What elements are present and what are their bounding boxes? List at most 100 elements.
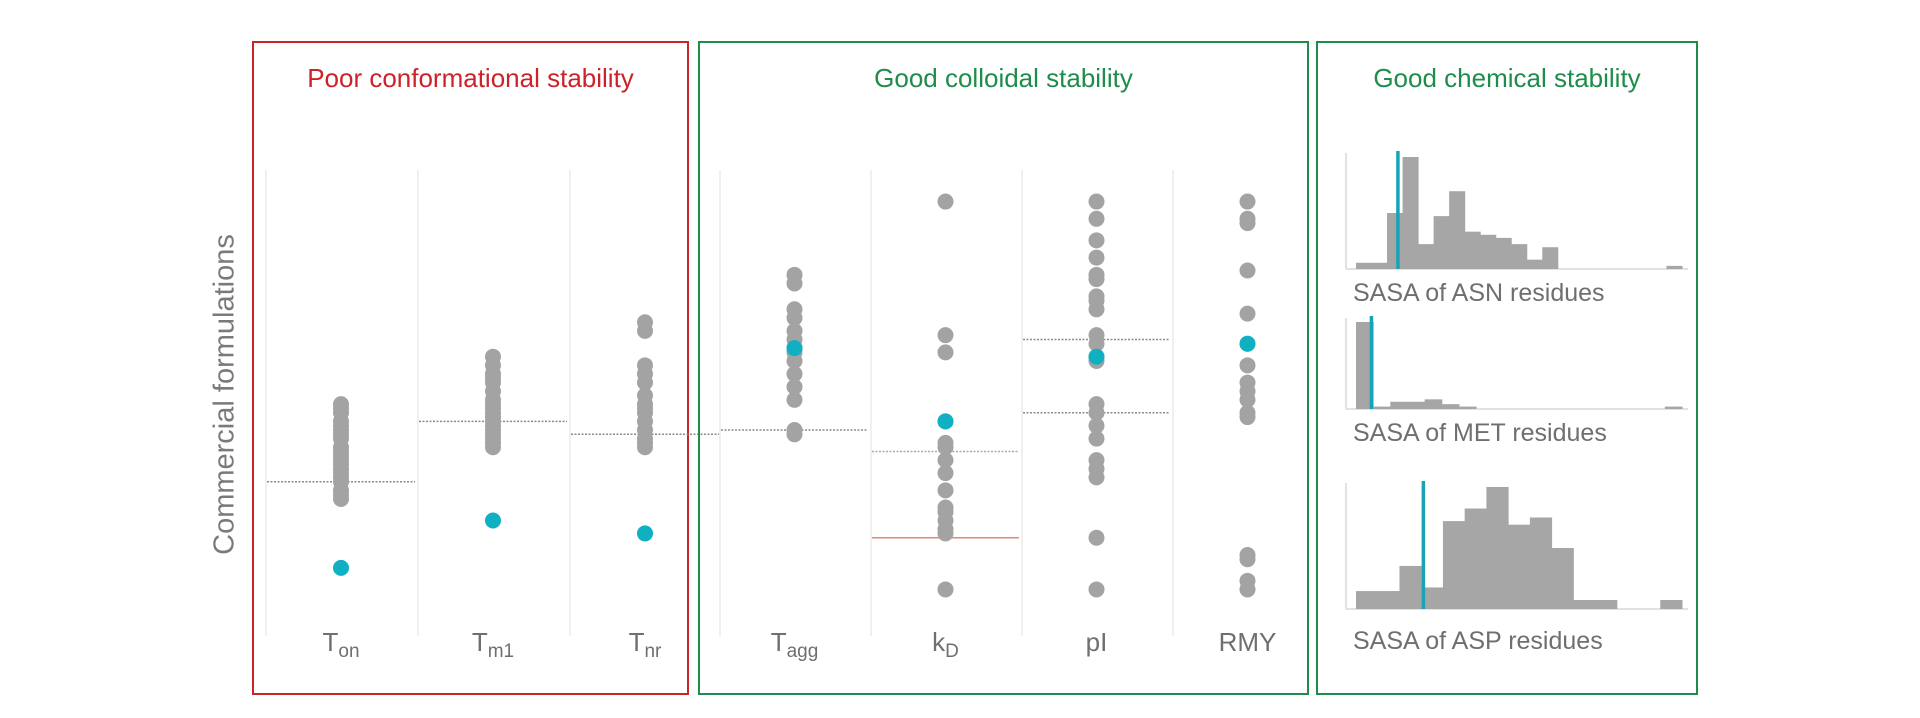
- data-point: [1088, 404, 1105, 421]
- data-point: [1239, 581, 1256, 598]
- colloidal-strip-plots: Tagg kD pI RMY: [719, 170, 1277, 662]
- data-point: [1088, 417, 1105, 434]
- data-point: [937, 581, 954, 598]
- hist-bar: [1573, 600, 1596, 609]
- data-point: [937, 465, 954, 482]
- hist-bar: [1356, 322, 1374, 409]
- data-point: [937, 482, 954, 499]
- data-point: [1088, 581, 1105, 598]
- chemical-stability-panel: Good chemical stability SASA of ASN resi…: [1316, 41, 1698, 695]
- hist-bar: [1458, 406, 1477, 409]
- hist-bar: [1441, 404, 1460, 409]
- hist-bar: [1402, 157, 1419, 269]
- hist-title-asp: SASA of ASP residues: [1353, 627, 1603, 655]
- column-label-0: Ton: [322, 627, 359, 662]
- hist-bar: [1356, 262, 1373, 269]
- data-point: [485, 439, 501, 456]
- data-point: [637, 439, 653, 456]
- column-label-4: kD: [932, 627, 959, 662]
- data-point: [1239, 357, 1256, 374]
- hist-bar: [1407, 401, 1426, 409]
- data-point: [1088, 529, 1105, 546]
- hist-bar: [1666, 265, 1683, 269]
- hist-bar: [1449, 191, 1466, 269]
- column-label-5: pI: [1086, 627, 1108, 657]
- data-point: [786, 426, 803, 443]
- hist-bar: [1371, 262, 1388, 269]
- data-point: [1088, 249, 1105, 266]
- data-point: [1088, 271, 1105, 288]
- data-point: [1239, 551, 1256, 568]
- y-axis-label: Commercial formulations: [208, 234, 241, 555]
- hist-bar: [1495, 237, 1512, 269]
- hist-bar: [1418, 244, 1435, 269]
- data-point: [937, 344, 954, 361]
- data-point: [1239, 215, 1256, 232]
- data-point: [1088, 210, 1105, 227]
- data-point: [786, 275, 803, 292]
- data-point: [1239, 262, 1256, 279]
- data-point: [937, 452, 954, 469]
- data-point: [1088, 335, 1105, 352]
- chemical-histograms: [1345, 151, 1688, 610]
- hist-title-met: SASA of MET residues: [1353, 419, 1607, 447]
- hist-bar: [1664, 406, 1683, 409]
- data-point: [937, 193, 954, 210]
- data-point: [1088, 469, 1105, 486]
- data-point: [333, 490, 349, 507]
- data-point: [786, 391, 803, 408]
- highlighted-data-point: [333, 559, 349, 576]
- hist-bar: [1486, 487, 1509, 609]
- hist-title-asn: SASA of ASN residues: [1353, 279, 1605, 307]
- column-label-6: RMY: [1219, 627, 1277, 657]
- hist-bar: [1442, 521, 1466, 609]
- data-point: [637, 322, 653, 339]
- hist-bar: [1480, 234, 1497, 269]
- data-point: [786, 353, 803, 370]
- hist-bar: [1529, 517, 1553, 609]
- data-point: [1088, 301, 1105, 318]
- data-point: [1239, 391, 1256, 408]
- data-point: [937, 327, 954, 344]
- data-point: [1088, 430, 1105, 447]
- hist-bar: [1526, 259, 1543, 269]
- highlighted-data-point: [937, 413, 954, 430]
- hist-bar: [1464, 231, 1481, 269]
- hist-bar: [1660, 600, 1683, 609]
- hist-bar: [1356, 591, 1379, 609]
- data-point: [937, 439, 954, 456]
- data-point: [786, 365, 803, 382]
- data-point: [1239, 409, 1256, 426]
- hist-bar: [1551, 548, 1574, 609]
- data-point: [937, 525, 954, 542]
- hist-bar: [1424, 399, 1443, 409]
- data-point: [1239, 193, 1256, 210]
- highlighted-data-point: [1088, 348, 1105, 365]
- hist-bar: [1508, 524, 1531, 609]
- hist-bar: [1464, 508, 1487, 609]
- conformational-strip-plots: Ton Tm1 Tnr: [265, 170, 719, 662]
- hist-bar: [1399, 565, 1422, 609]
- hist-bar: [1511, 244, 1528, 269]
- highlighted-data-point: [786, 340, 803, 357]
- data-point: [1088, 193, 1105, 210]
- data-point: [637, 374, 653, 391]
- panel-title-colloidal: Good colloidal stability: [874, 63, 1133, 93]
- conformational-stability-panel: Poor conformational stability Ton Tm1 Tnr: [252, 41, 719, 695]
- data-point: [786, 378, 803, 395]
- highlighted-data-point: [637, 525, 653, 542]
- colloidal-stability-panel: Good colloidal stability Tagg kD pI RMY: [698, 41, 1309, 695]
- hist-bar: [1433, 216, 1450, 269]
- data-point: [1088, 232, 1105, 249]
- hist-bar: [1595, 600, 1618, 609]
- hist-bar: [1377, 591, 1400, 609]
- hist-bar: [1387, 213, 1404, 269]
- hist-bar: [1390, 401, 1408, 409]
- column-label-2: Tnr: [629, 627, 662, 662]
- data-point: [786, 309, 803, 326]
- panel-title-conformational: Poor conformational stability: [307, 63, 634, 93]
- highlighted-data-point: [485, 512, 501, 529]
- hist-bar: [1542, 247, 1559, 269]
- column-label-3: Tagg: [771, 627, 819, 662]
- column-label-1: Tm1: [472, 627, 514, 662]
